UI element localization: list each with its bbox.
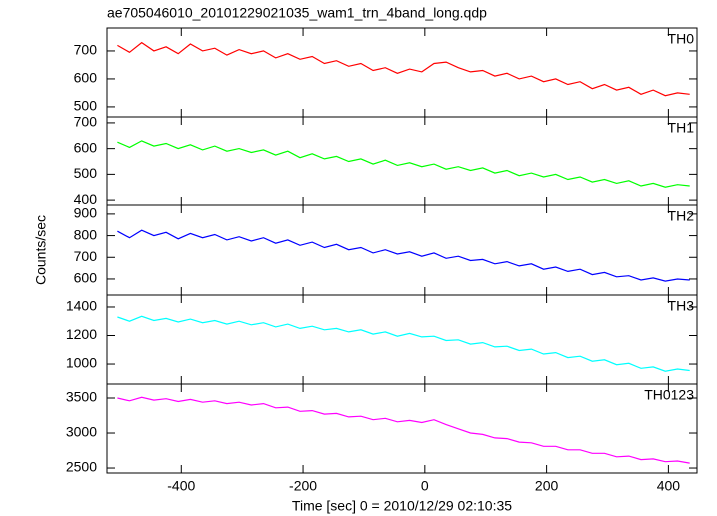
panel-label: TH0: [668, 31, 695, 47]
y-tick-label: 2500: [66, 459, 97, 475]
y-tick-label: 500: [74, 98, 98, 114]
y-tick-label: 800: [74, 226, 98, 242]
y-tick-label: 600: [74, 139, 98, 155]
x-tick-label: -400: [167, 478, 195, 494]
data-line: [117, 396, 690, 464]
y-tick-label: 900: [74, 205, 98, 221]
x-axis-label: Time [sec] 0 = 2010/12/29 02:10:35: [292, 498, 512, 514]
y-tick-label: 600: [74, 270, 98, 286]
x-tick-label: 0: [421, 478, 429, 494]
data-line: [117, 41, 690, 97]
panel-label: TH0123: [644, 387, 694, 403]
chart-title: ae705046010_20101229021035_wam1_trn_4ban…: [107, 5, 487, 21]
y-tick-label: 3500: [66, 389, 97, 405]
y-tick-label: 600: [74, 70, 98, 86]
panel-frame: [106, 27, 698, 118]
y-axis-label: Counts/sec: [33, 215, 49, 285]
y-tick-label: 400: [74, 191, 98, 207]
y-tick-label: 1400: [66, 298, 97, 314]
data-line: [117, 315, 690, 372]
y-tick-label: 700: [74, 42, 98, 58]
panel-frame: [106, 204, 698, 296]
y-tick-label: 1000: [66, 355, 97, 371]
panel-label: TH2: [668, 208, 695, 224]
y-tick-label: 700: [74, 248, 98, 264]
x-tick-label: 400: [657, 478, 681, 494]
y-tick-label: 500: [74, 165, 98, 181]
panel-label: TH1: [668, 120, 695, 136]
x-tick-label: -200: [289, 478, 317, 494]
y-tick-label: 3000: [66, 424, 97, 440]
panel-frame: [106, 383, 698, 474]
data-line: [117, 140, 690, 188]
panel-frame: [106, 294, 698, 385]
y-tick-label: 700: [74, 114, 98, 130]
x-tick-label: 200: [535, 478, 559, 494]
panel-frame: [106, 116, 698, 206]
data-line: [117, 229, 690, 282]
y-tick-label: 1200: [66, 326, 97, 342]
panel-label: TH3: [668, 298, 695, 314]
